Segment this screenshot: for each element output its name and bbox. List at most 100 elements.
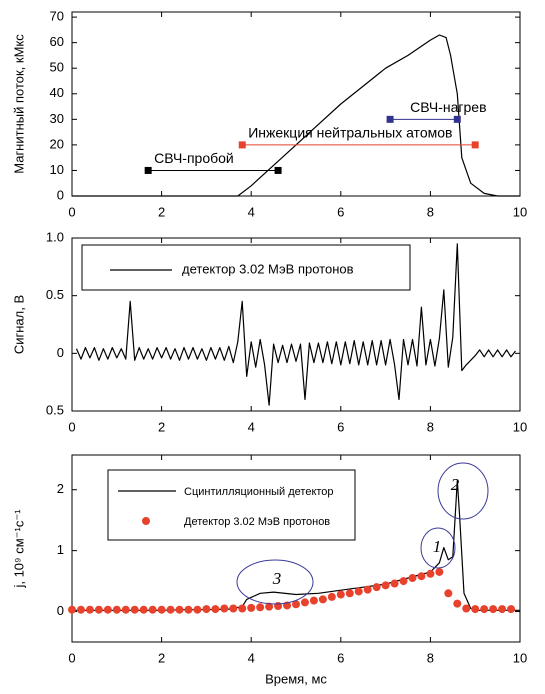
data-point [103,605,112,614]
y-tick-label: 0.5 [46,402,64,417]
data-point [453,599,462,608]
annotation-ellipse [420,527,456,569]
data-point [256,603,265,612]
data-point [229,604,238,613]
x-tick-label: 10 [513,650,527,665]
x-tick-label: 8 [427,650,434,665]
data-point [148,605,157,614]
data-point [462,604,471,613]
data-point [175,605,184,614]
interval-end [386,115,394,123]
data-point [336,590,345,599]
data-point [435,567,444,576]
y-axis-label: j, 10⁹ см⁻¹с⁻¹ [11,509,26,589]
plot-frame [71,454,521,643]
x-tick-label: 8 [427,204,434,219]
y-tick-label: 0 [57,345,64,360]
x-tick-label: 2 [158,650,165,665]
data-point [85,605,94,614]
legend-label: Сцинтилляционный детектор [184,486,334,498]
data-point [372,583,381,592]
data-point [68,605,76,614]
data-point [121,605,130,614]
y-tick-label: 50 [50,60,64,75]
plot-frame [71,237,521,412]
interval-end [144,166,152,174]
data-line [75,243,516,406]
x-tick-label: 0 [68,419,75,434]
interval-end [238,141,246,149]
data-point [399,577,408,586]
data-line [72,34,520,197]
data-point [327,592,336,601]
x-tick-label: 10 [513,204,527,219]
x-tick-label: 0 [68,650,75,665]
interval-end [274,166,282,174]
y-axis-label: Магнитный поток, кМкс [11,34,26,174]
y-tick-label: 0 [57,187,64,202]
data-point [507,605,516,614]
y-tick-label: 40 [50,85,64,100]
x-axis-label: Время, мс [265,671,327,686]
data-point [381,581,390,590]
legend-box [107,469,356,541]
x-tick-label: 6 [337,419,344,434]
x-tick-label: 4 [248,204,255,219]
data-point [292,600,300,609]
data-point [390,579,399,588]
data-point [166,605,175,614]
x-tick-label: 6 [337,650,344,665]
data-point [444,589,453,598]
data-point [157,605,166,614]
x-tick-label: 2 [158,419,165,434]
x-tick-label: 6 [337,204,344,219]
interval-end [471,141,479,149]
interval-label: Инжекция нейтральных атомов [248,125,452,141]
data-point [426,569,435,578]
y-tick-label: 70 [50,9,64,24]
interval-label: СВЧ-пробой [154,150,234,166]
data-point [345,589,354,598]
data-point [309,596,318,605]
data-point [211,605,220,614]
data-point [76,605,85,614]
y-tick-label: 1.0 [46,229,64,244]
interval-label: СВЧ-нагрев [410,99,486,115]
data-point [94,605,103,614]
data-point [112,605,121,614]
x-tick-label: 0 [68,204,75,219]
y-tick-label: 0 [57,603,64,618]
legend-box [81,244,411,291]
x-tick-label: 4 [248,419,255,434]
data-point [300,598,309,607]
data-point [130,605,139,614]
data-point [193,605,202,614]
x-tick-label: 4 [248,650,255,665]
annotation-ellipse [437,462,489,520]
data-point [363,585,372,594]
data-point [498,605,507,614]
annotation-label: 1 [433,537,442,556]
legend-label: детектор 3.02 МэВ протонов [182,261,354,276]
y-tick-label: 2 [57,481,64,496]
y-tick-label: 30 [50,111,64,126]
data-point [265,602,274,611]
legend-swatch [142,517,150,525]
legend-label: Детектор 3.02 МэВ протонов [184,516,330,528]
y-tick-label: 10 [50,162,64,177]
data-point [202,605,211,614]
x-tick-label: 2 [158,204,165,219]
data-point [238,604,247,613]
interval-end [453,115,461,123]
y-tick-label: 0.5 [46,287,64,302]
y-tick-label: 20 [50,136,64,151]
y-axis-label: Сигнал, В [11,295,26,354]
data-point [354,587,363,596]
data-point [318,595,327,604]
plot-frame [71,11,521,197]
annotation-label: 3 [272,569,282,588]
x-tick-label: 10 [513,419,527,434]
data-point [471,605,480,614]
annotation-label: 2 [451,475,460,494]
